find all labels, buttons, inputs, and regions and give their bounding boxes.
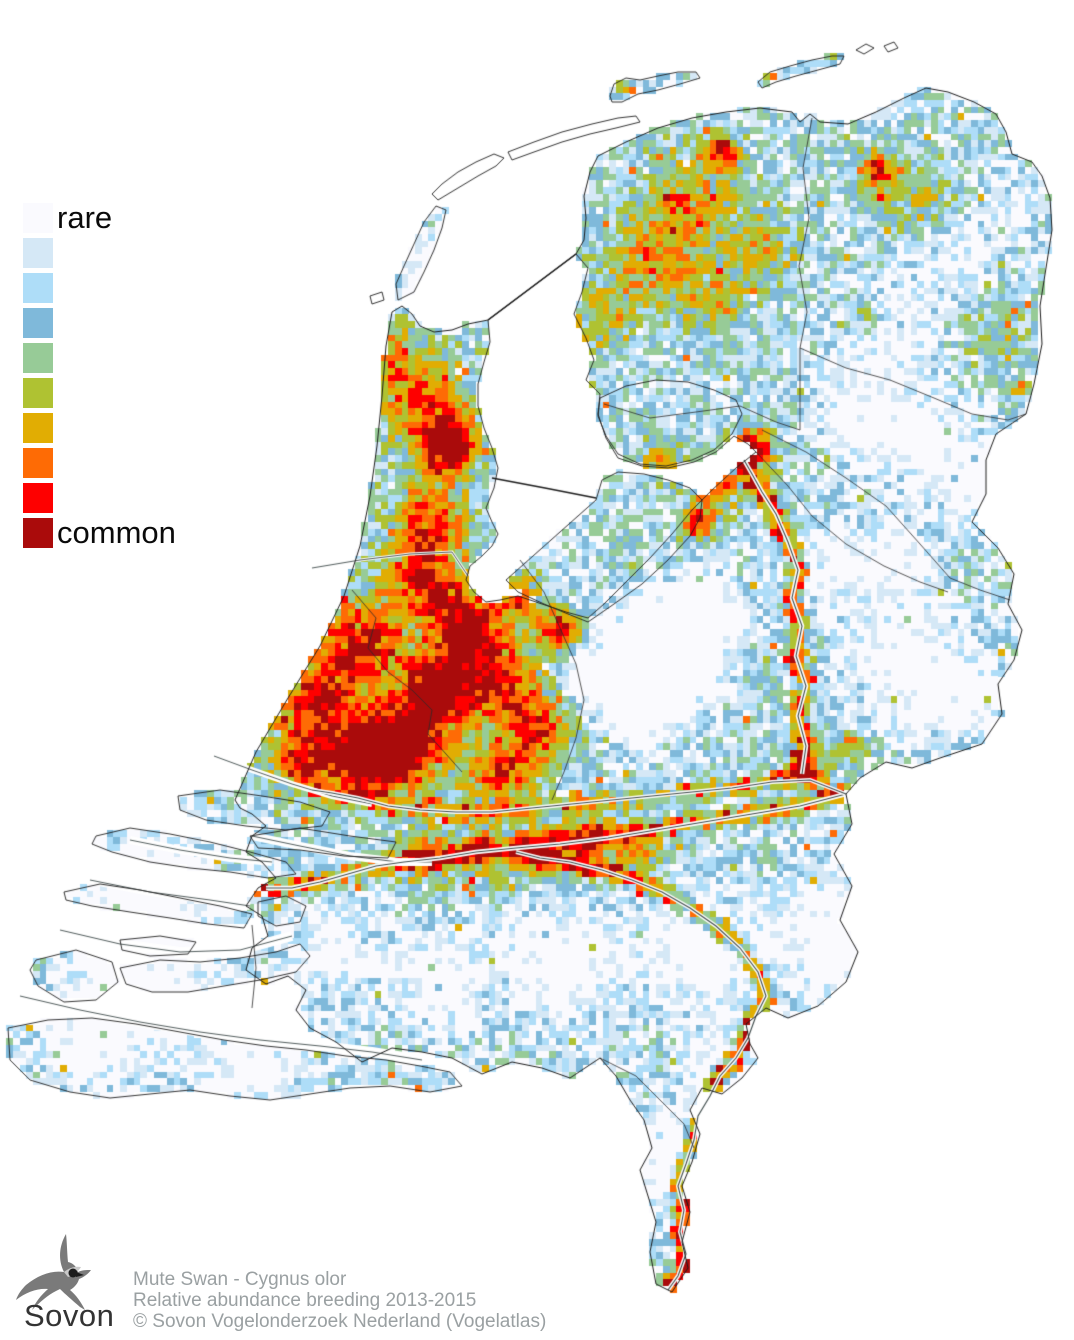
legend-swatch bbox=[23, 413, 53, 443]
sovon-logo: Sovon bbox=[14, 1232, 134, 1337]
legend-swatch bbox=[23, 308, 53, 338]
legend-swatch bbox=[23, 238, 53, 268]
legend-swatch bbox=[23, 273, 53, 303]
legend-swatch bbox=[23, 448, 53, 478]
caption: Mute Swan - Cygnus olor Relative abundan… bbox=[133, 1269, 546, 1332]
logo-text: Sovon bbox=[24, 1298, 115, 1333]
legend-swatch bbox=[23, 518, 53, 548]
legend-swatch bbox=[23, 203, 53, 233]
legend-swatch bbox=[23, 483, 53, 513]
legend-swatch bbox=[23, 343, 53, 373]
legend-swatch bbox=[23, 378, 53, 408]
caption-subtitle: Relative abundance breeding 2013-2015 bbox=[133, 1290, 477, 1311]
legend-label-common: common bbox=[57, 515, 176, 550]
caption-copyright: © Sovon Vogelonderzoek Nederland (Vogela… bbox=[133, 1311, 547, 1332]
swallow-icon bbox=[16, 1234, 91, 1310]
caption-species: Mute Swan - Cygnus olor bbox=[133, 1269, 347, 1290]
legend-label-rare: rare bbox=[57, 200, 113, 235]
